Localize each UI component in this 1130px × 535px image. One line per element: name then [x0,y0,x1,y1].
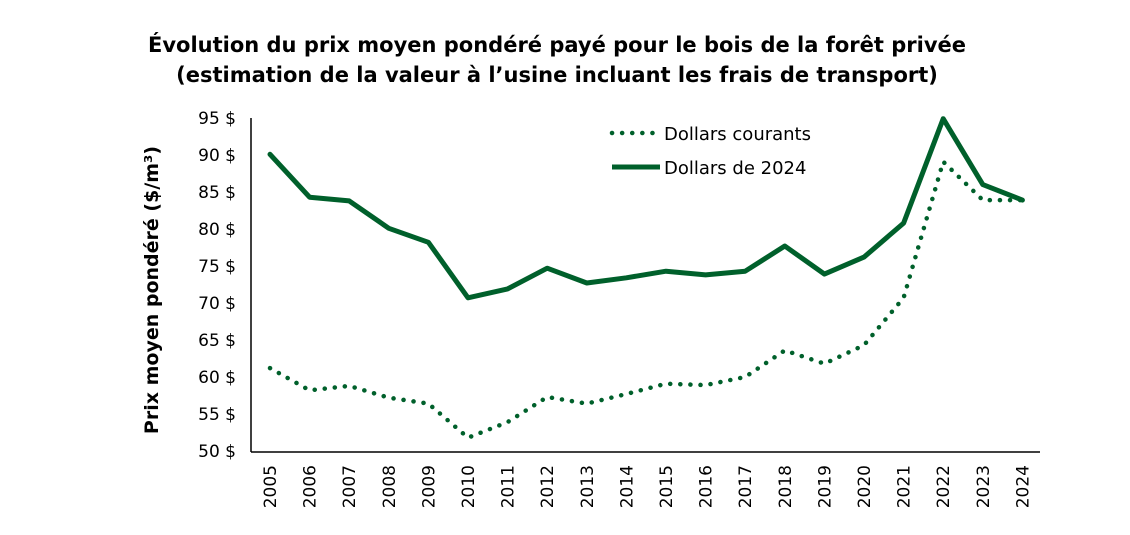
x-tick-label: 2021 [895,465,915,508]
x-tick-label: 2020 [855,465,875,508]
x-tick-label: 2014 [617,465,637,508]
y-axis-label: Prix moyen pondéré ($/m³) [141,146,163,434]
y-tick-label: 65 $ [198,331,236,351]
series-line-dollars-courants [267,159,1025,440]
x-tick-label: 2017 [736,465,756,508]
y-tick-label: 70 $ [198,294,236,314]
legend: Dollars courants Dollars de 2024 [609,124,811,179]
legend-label-dollars-courants: Dollars courants [664,124,811,145]
x-tick-label: 2023 [974,465,994,508]
x-tick-label: 2005 [261,465,281,508]
y-tick-label: 95 $ [198,109,236,129]
x-tick-label: 2012 [538,465,558,508]
x-tick-label: 2010 [459,465,479,508]
x-tick-label: 2006 [301,465,321,508]
legend-label-dollars-2024: Dollars de 2024 [664,158,806,179]
x-tick-label: 2013 [578,465,598,508]
series-group [267,116,1025,440]
chart-title: Évolution du prix moyen pondéré payé pou… [148,32,966,57]
y-axis-ticks: 50 $ 55 $ 60 $ 65 $ 70 $ 75 $ 80 $ 85 $ 90 $ 95 $ [198,109,236,462]
y-tick-label: 80 $ [198,220,236,240]
chart-subtitle: (estimation de la valeur à l’usine inclu… [176,63,938,87]
series-line-dollars-2024 [267,116,1025,301]
y-tick-label: 60 $ [198,368,236,388]
x-tick-label: 2015 [657,465,677,508]
y-tick-label: 90 $ [198,146,236,166]
x-tick-label: 2007 [340,465,360,508]
y-tick-label: 55 $ [198,405,236,425]
x-tick-label: 2011 [499,465,519,508]
y-tick-label: 85 $ [198,183,236,203]
x-tick-label: 2022 [934,465,954,508]
x-tick-label: 2008 [380,465,400,508]
x-tick-label: 2024 [1013,465,1033,508]
x-tick-label: 2016 [697,465,717,508]
y-tick-label: 75 $ [198,257,236,277]
y-tick-label: 50 $ [198,442,236,462]
x-axis-ticks: 2005 2006 2007 2008 2009 2010 2011 2012 2013 2014… [261,465,1033,508]
x-tick-label: 2018 [776,465,796,508]
x-tick-label: 2019 [815,465,835,508]
x-tick-label: 2009 [419,465,439,508]
